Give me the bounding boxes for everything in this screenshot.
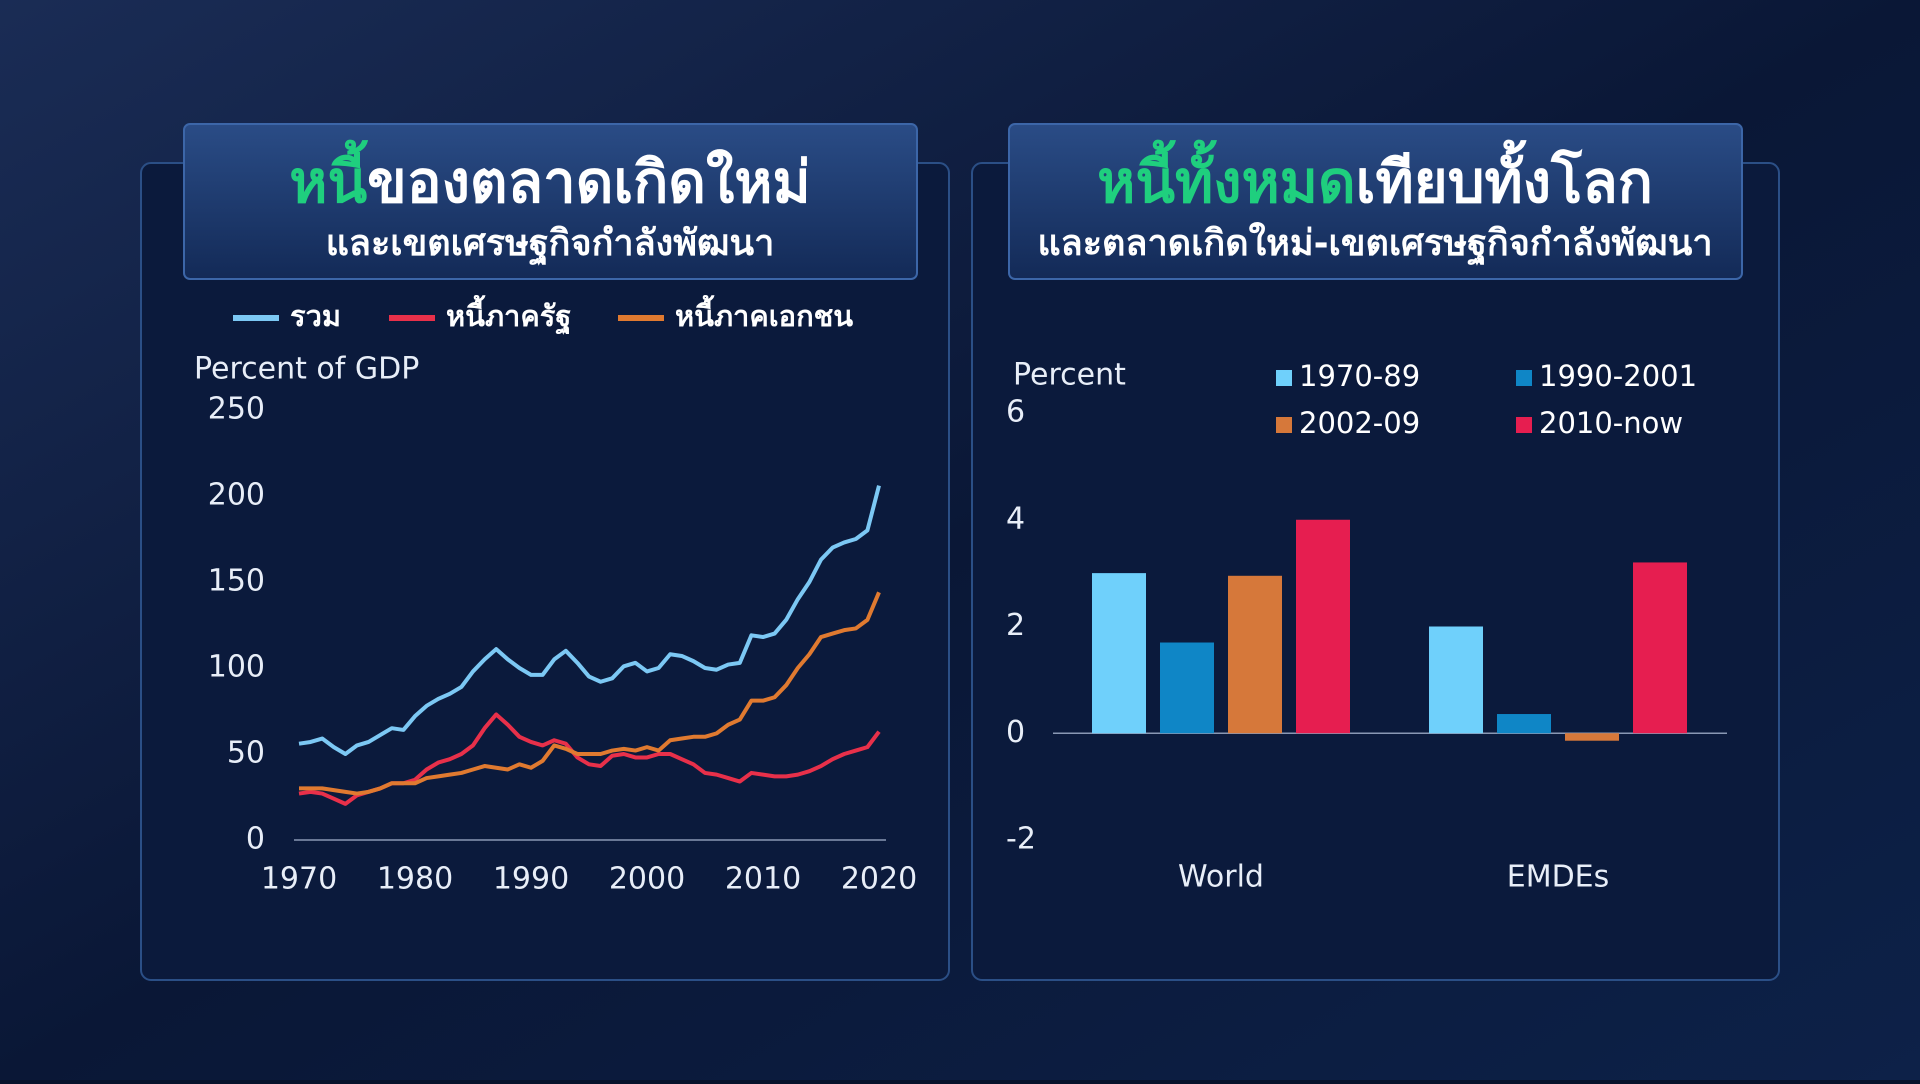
y-tick-label: 100	[208, 650, 265, 685]
legend-swatch	[1276, 417, 1292, 433]
legend-swatch	[1516, 417, 1532, 433]
y-axis-label: Percent of GDP	[194, 352, 419, 387]
legend-label: 2010-now	[1539, 406, 1683, 440]
legend-swatch	[1276, 370, 1292, 386]
y-tick-label: 4	[1006, 501, 1025, 536]
y-tick-label: 6	[1006, 395, 1025, 430]
bar	[1565, 733, 1619, 741]
y-tick-label: 50	[227, 736, 265, 771]
legend-label: 1970-89	[1299, 359, 1420, 393]
legend-label: หนี้ภาคเอกชน	[675, 294, 853, 333]
y-tick-label: 0	[246, 822, 265, 857]
title-text: เทียบทั้งโลก	[1356, 140, 1653, 216]
chart-title: หนี้ทั้งหมดเทียบทั้งโลก	[1097, 140, 1653, 216]
bar	[1497, 714, 1551, 734]
x-tick-label: 1980	[377, 862, 453, 897]
x-tick-label: 2000	[609, 862, 685, 897]
x-tick-label: 2020	[841, 862, 917, 897]
title-box	[183, 123, 918, 280]
bar	[1429, 626, 1483, 734]
legend-label: หนี้ภาครัฐ	[446, 294, 571, 335]
y-tick-label: 2	[1006, 608, 1025, 643]
y-tick-label: 250	[208, 392, 265, 427]
legend-swatch	[1516, 370, 1532, 386]
x-tick-label: 1990	[493, 862, 569, 897]
title-box	[1008, 123, 1743, 280]
y-tick-label: 0	[1006, 715, 1025, 750]
bar	[1160, 642, 1214, 734]
bar	[1092, 573, 1146, 734]
chart-subtitle: และเขตเศรษฐกิจกำลังพัฒนา	[326, 223, 775, 266]
y-tick-label: 150	[208, 564, 265, 599]
bar	[1633, 562, 1687, 734]
y-axis-label: Percent	[1013, 358, 1126, 393]
legend-label: รวม	[290, 299, 341, 333]
title-highlight: หนี้ทั้งหมด	[1097, 140, 1356, 216]
y-tick-label: 200	[208, 478, 265, 513]
x-tick-label: 2010	[725, 862, 801, 897]
legend-label: 1990-2001	[1539, 359, 1697, 393]
x-tick-label: World	[1178, 860, 1264, 895]
bar	[1228, 575, 1282, 734]
chart-title: หนี้ของตลาดเกิดใหม่	[289, 140, 811, 216]
title-highlight: หนี้	[289, 140, 369, 216]
x-tick-label: 1970	[261, 862, 337, 897]
x-tick-label: EMDEs	[1507, 860, 1610, 895]
line-series	[299, 591, 881, 796]
bar	[1296, 519, 1350, 734]
title-text: ของตลาดเกิดใหม่	[367, 148, 811, 216]
chart-subtitle: และตลาดเกิดใหม่-เขตเศรษฐกิจกำลังพัฒนา	[1037, 221, 1712, 266]
y-tick-label: -2	[1006, 822, 1036, 857]
legend-label: 2002-09	[1299, 406, 1420, 440]
line-series	[298, 485, 881, 756]
